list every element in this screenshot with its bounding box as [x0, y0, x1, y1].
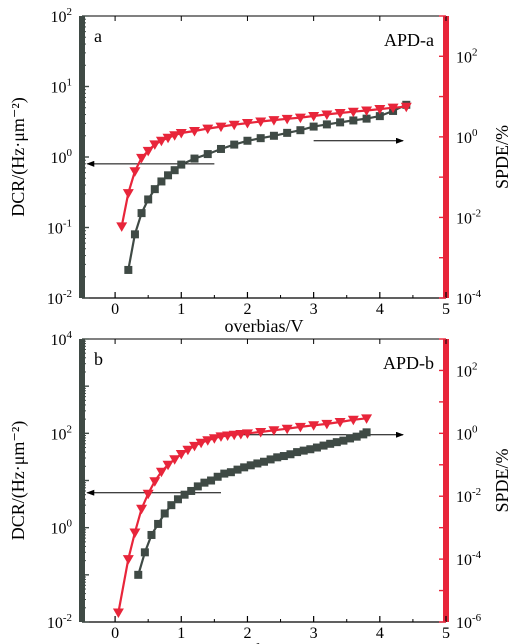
x-axis-title: overbias/V: [225, 640, 304, 644]
panel-label: b: [94, 349, 103, 369]
right-y-tick-label: 10-6: [456, 612, 482, 632]
dcr-point: [217, 145, 225, 153]
spde-point: [123, 189, 134, 199]
chart-panel-a: 0 1 2 3 4 510-210-110010110210-410-2100102ove…: [8, 6, 512, 336]
x-tick-label: 5: [442, 301, 450, 318]
left-y-tick-label: 10-2: [47, 288, 72, 308]
dcr-point: [151, 185, 159, 193]
right-y-axis-title: SPDE/%: [492, 125, 512, 189]
dcr-point: [270, 132, 278, 140]
dcr-point: [243, 137, 251, 145]
panel-label: a: [94, 26, 102, 46]
right-y-tick-label: 102: [456, 360, 478, 380]
x-tick-label: 3: [310, 301, 318, 318]
dcr-point: [283, 129, 291, 137]
dcr-point: [204, 150, 212, 158]
dcr-point: [134, 571, 142, 579]
dcr-point: [144, 195, 152, 203]
left-y-tick-label: 101: [51, 77, 73, 97]
x-tick-label: 5: [442, 625, 450, 642]
x-tick-label: 0: [111, 625, 119, 642]
right-y-tick-label: 10-4: [456, 288, 482, 308]
dcr-point: [349, 116, 357, 124]
spde-point: [129, 529, 140, 539]
dcr-point: [138, 209, 146, 217]
left-y-tick-label: 104: [51, 329, 73, 349]
x-tick-label: 0: [111, 301, 119, 318]
left-y-tick-label: 100: [51, 147, 73, 167]
x-tick-label: 1: [177, 301, 185, 318]
dcr-point: [131, 230, 139, 238]
series-line-right: [122, 107, 407, 227]
x-tick-label: 4: [376, 301, 384, 318]
spde-point: [136, 154, 147, 164]
left-y-tick-label: 100: [51, 518, 73, 538]
device-annotation: APD-a: [384, 30, 434, 50]
left-y-axis-title: DCR/(Hz·μm⁻²): [8, 421, 29, 541]
dcr-point: [124, 266, 132, 274]
dcr-point: [154, 520, 162, 528]
dcr-point: [161, 509, 169, 517]
left-y-tick-label: 102: [51, 423, 73, 443]
dcr-point: [296, 126, 304, 134]
left-y-tick-label: 10-2: [47, 612, 72, 632]
dcr-point: [141, 548, 149, 556]
right-y-tick-label: 10-2: [456, 486, 481, 506]
spde-point: [136, 505, 147, 515]
spde-point: [116, 222, 127, 232]
dcr-point: [310, 123, 318, 131]
right-y-axis-title: SPDE/%: [492, 448, 512, 512]
spde-point: [143, 490, 154, 500]
dcr-point: [363, 428, 371, 436]
right-y-tick-label: 102: [456, 46, 478, 66]
spde-point: [129, 167, 140, 177]
series-line-left: [128, 105, 406, 270]
dcr-point: [177, 161, 185, 169]
x-axis-title: overbias/V: [225, 316, 304, 336]
right-y-tick-label: 100: [456, 423, 478, 443]
left-y-tick-label: 10-1: [47, 218, 72, 238]
right-y-tick-label: 100: [456, 127, 478, 147]
right-y-tick-label: 10-2: [456, 207, 481, 227]
dcr-point: [323, 120, 331, 128]
x-tick-label: 4: [376, 625, 384, 642]
dcr-point: [257, 134, 265, 142]
dcr-point: [147, 531, 155, 539]
x-tick-label: 3: [310, 625, 318, 642]
dcr-point: [191, 155, 199, 163]
left-y-axis-title: DCR/(Hz·μm⁻²): [8, 97, 29, 217]
right-y-tick-label: 10-4: [456, 549, 482, 569]
left-y-tick-label: 102: [51, 6, 73, 26]
chart-panel-b: 0 1 2 3 4 5 10-2 100 102 104 10-6 10-4 10-2 100 102 ove…: [8, 329, 512, 644]
dcr-point: [336, 118, 344, 126]
dcr-point: [230, 141, 238, 149]
x-tick-label: 1: [177, 625, 185, 642]
spde-point: [123, 555, 134, 565]
spde-point: [149, 477, 160, 487]
device-annotation: APD-b: [383, 353, 434, 373]
